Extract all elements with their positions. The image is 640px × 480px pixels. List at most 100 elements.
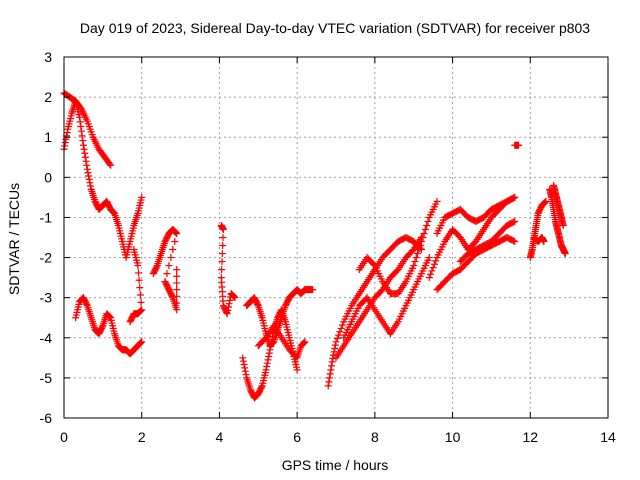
data-point <box>511 238 519 246</box>
series-sat-track-4 <box>126 246 146 326</box>
data-point <box>511 193 519 201</box>
data-point <box>87 182 95 190</box>
x-axis-label: GPS time / hours <box>282 457 389 473</box>
data-point <box>332 338 340 346</box>
series-sat-track-10 <box>324 234 425 390</box>
x-tick-label: 4 <box>216 429 224 445</box>
data-point <box>226 296 234 304</box>
data-point <box>136 339 144 347</box>
data-point <box>337 324 345 332</box>
data-point <box>541 198 549 206</box>
data-point <box>561 250 569 258</box>
data-point <box>85 175 93 183</box>
data-point <box>137 306 145 314</box>
data-point <box>427 270 435 278</box>
data-point <box>429 264 437 272</box>
data-point <box>370 260 378 268</box>
data-point <box>542 197 550 205</box>
y-tick-label: 3 <box>44 49 52 65</box>
data-point <box>239 357 247 365</box>
data-point <box>137 338 145 346</box>
data-point <box>327 366 335 374</box>
data-point <box>328 358 336 366</box>
data-point <box>416 242 424 250</box>
data-point <box>86 179 94 187</box>
series-sat-track-19 <box>526 197 550 262</box>
y-tick-label: -6 <box>40 410 53 426</box>
y-tick-label: -1 <box>40 209 53 225</box>
x-tick-label: 12 <box>522 429 538 445</box>
data-point <box>173 229 181 237</box>
data-point <box>173 292 181 300</box>
plot-frame <box>63 56 609 419</box>
data-point <box>331 344 339 352</box>
x-tick-label: 2 <box>138 429 146 445</box>
data-point <box>324 382 332 390</box>
data-point <box>225 300 233 308</box>
y-tick-label: 1 <box>44 129 52 145</box>
data-point <box>338 321 346 329</box>
data-point <box>172 229 180 237</box>
data-point <box>335 331 343 339</box>
data-point <box>415 246 423 254</box>
series-sat-track-17 <box>456 217 519 266</box>
y-tick-label: -3 <box>40 290 53 306</box>
data-point <box>301 338 309 346</box>
series-sat-track-2 <box>60 89 115 169</box>
data-point <box>78 132 86 140</box>
x-tick-label: 10 <box>445 429 461 445</box>
data-point <box>325 378 333 386</box>
x-tick-label: 6 <box>293 429 301 445</box>
data-point <box>265 352 273 360</box>
data-point <box>230 292 238 300</box>
data-point <box>423 221 431 229</box>
data-point <box>265 349 273 357</box>
data-point <box>77 123 85 131</box>
data-point <box>218 258 226 266</box>
data-point <box>79 137 87 145</box>
data-point <box>240 361 248 369</box>
data-point <box>61 142 69 150</box>
data-point <box>138 306 146 314</box>
data-point <box>80 145 88 153</box>
series-sat-track-15 <box>433 193 519 237</box>
data-point <box>81 153 89 161</box>
data-point <box>509 237 517 245</box>
data-point <box>167 254 175 262</box>
data-point <box>263 363 271 371</box>
data-point <box>76 118 84 126</box>
data-point <box>224 303 232 311</box>
x-tick-label: 14 <box>600 429 616 445</box>
data-point <box>219 225 227 233</box>
data-point <box>241 364 249 372</box>
series-sat-track-5 <box>149 225 181 314</box>
series-sat-track-6 <box>217 221 239 318</box>
data-point <box>242 371 250 379</box>
data-point <box>515 141 523 149</box>
data-point <box>173 306 181 314</box>
data-point <box>61 139 69 147</box>
x-tick-label: 0 <box>60 429 68 445</box>
data-point <box>163 270 171 278</box>
data-point <box>231 294 239 302</box>
data-point <box>425 274 433 282</box>
data-point <box>138 338 146 346</box>
data-point <box>137 298 145 306</box>
data-point <box>63 129 71 137</box>
series-sat-track-3 <box>72 294 146 358</box>
y-tick-label: -2 <box>40 250 53 266</box>
data-point <box>262 366 270 374</box>
data-point <box>254 300 262 308</box>
data-point <box>83 165 91 173</box>
data-point <box>134 269 142 277</box>
data-point <box>258 383 266 391</box>
data-point <box>417 238 425 246</box>
data-point <box>541 199 549 207</box>
data-point <box>135 276 143 284</box>
data-point <box>171 228 179 236</box>
data-point <box>428 267 436 275</box>
data-point <box>412 254 420 262</box>
data-point <box>410 262 418 270</box>
